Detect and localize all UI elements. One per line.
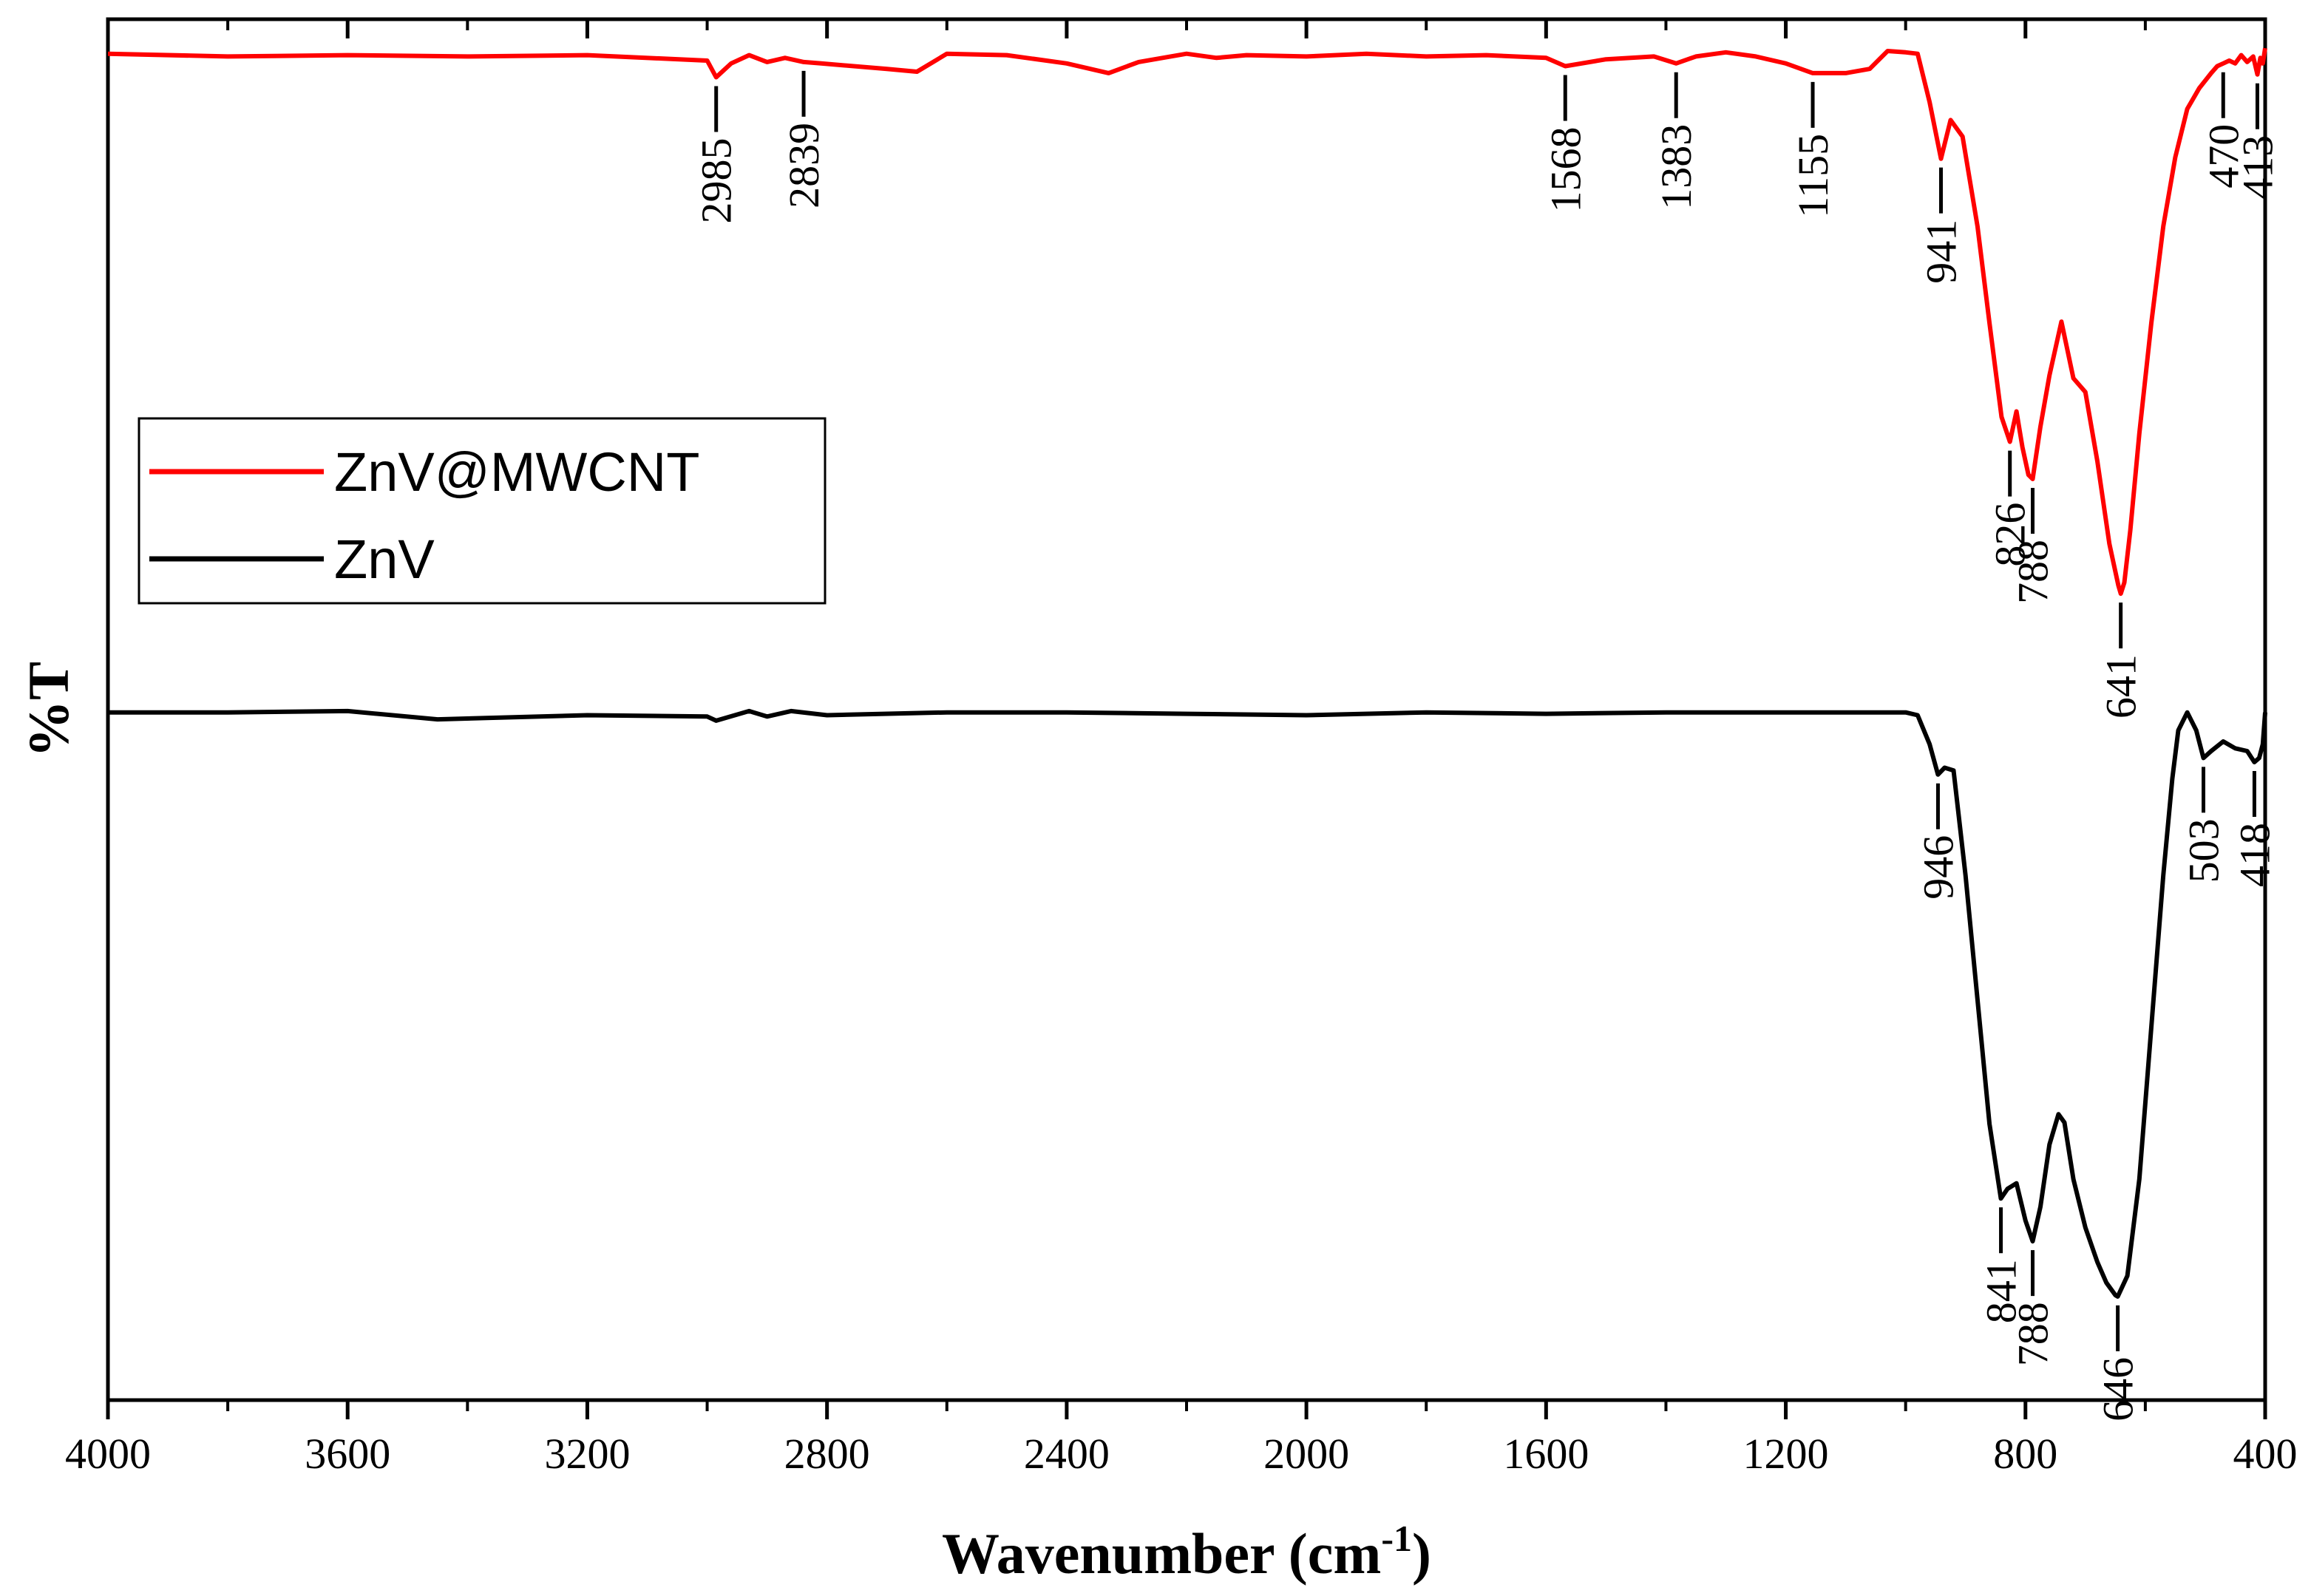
x-tick-label: 3200 (544, 1430, 630, 1478)
x-tick-label: 2000 (1263, 1430, 1349, 1478)
x-tick-label: 800 (1993, 1430, 2057, 1478)
peak-label: 413 (2234, 135, 2282, 200)
peak-label: 841 (1978, 1259, 2026, 1323)
peak-label: 1568 (1541, 127, 1589, 213)
legend-label: ZnV (334, 529, 435, 590)
peak-label: 2839 (780, 123, 828, 208)
x-tick-label: 400 (2233, 1430, 2298, 1478)
legend: ZnV@MWCNT ZnV (138, 417, 827, 605)
legend-box (138, 417, 827, 605)
peak-label: 788 (2009, 1302, 2057, 1366)
peak-annotations: 2985 2839 1568 1383 115594182678864147041394… (693, 70, 2282, 1422)
peak-label: 418 (2230, 823, 2278, 887)
peak-label: 1383 (1652, 124, 1700, 210)
x-tick-label: 1200 (1743, 1430, 1829, 1478)
x-tick-label: 1600 (1503, 1430, 1589, 1478)
x-axis-title: Wavenumber (cm-1) (942, 1518, 1431, 1586)
peak-label: 826 (1986, 503, 2035, 567)
peak-label: 641 (2097, 654, 2145, 719)
x-tick-label: 4000 (65, 1430, 151, 1478)
y-axis-title: %T (16, 662, 81, 758)
peak-label: 470 (2199, 124, 2247, 189)
peak-label: 788 (2009, 540, 2057, 604)
series-layer (107, 47, 2267, 1299)
peak-label: 941 (1918, 220, 1966, 284)
peak-label: 503 (2180, 818, 2228, 883)
legend-label: ZnV@MWCNT (334, 441, 699, 503)
peak-label: 946 (1914, 835, 1962, 900)
x-axis-ticks: 4000 3600 3200 2800 2400 2000 1600 1200 800 400 (65, 19, 2298, 1478)
series-line-znv (108, 708, 2267, 1299)
x-tick-label: 3600 (305, 1430, 390, 1478)
peak-label: 646 (2094, 1357, 2142, 1422)
series-line-znv-mwcnt (107, 47, 2267, 597)
peak-label: 2985 (693, 138, 741, 224)
peak-label: 1155 (1789, 134, 1837, 218)
x-tick-label: 2400 (1024, 1430, 1110, 1478)
x-tick-label: 2800 (784, 1430, 870, 1478)
